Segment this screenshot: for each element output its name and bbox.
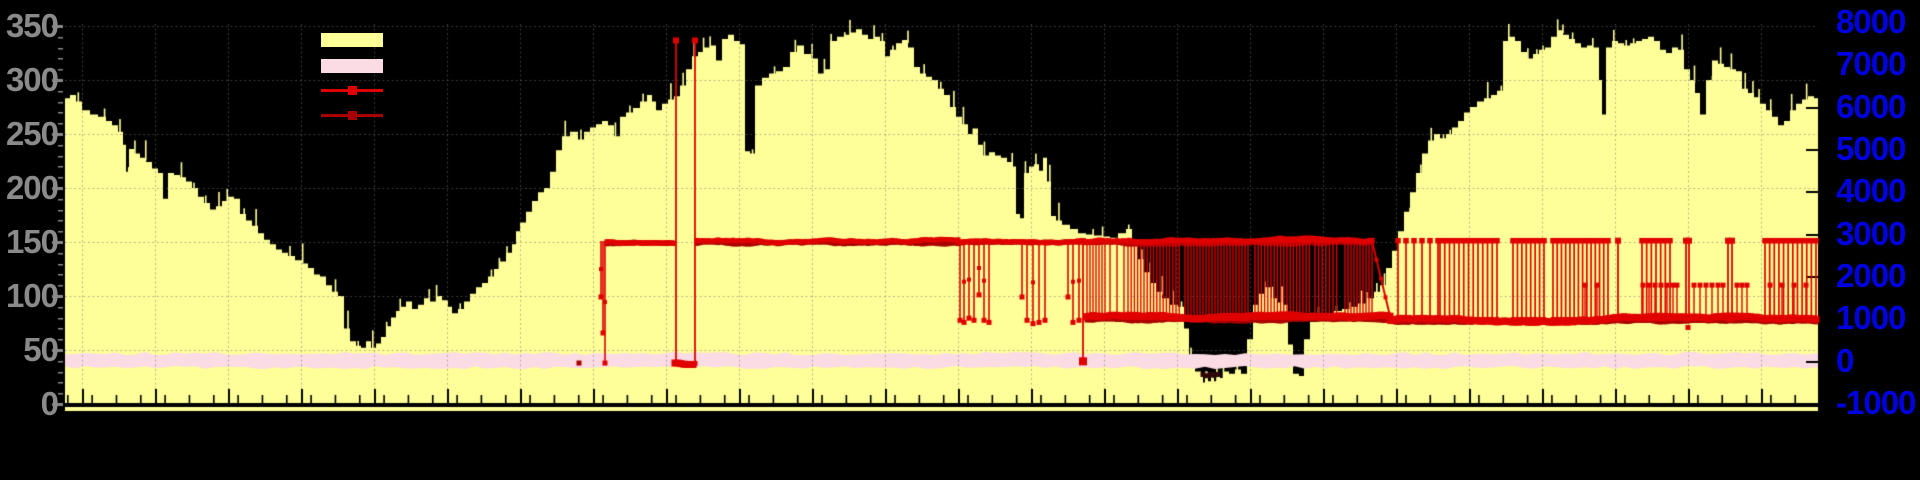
right-axis-label: 4000: [1836, 172, 1906, 209]
left-axis-label: 200: [5, 169, 59, 206]
right-axis-label: 6000: [1836, 88, 1906, 125]
right-axis-label: 2000: [1836, 257, 1906, 294]
left-axis-label: 300: [5, 61, 59, 98]
dark-red-series-legend-marker: [348, 111, 357, 120]
dark-red-series-legend-swatch: [321, 111, 383, 120]
right-axis-label: 1000: [1836, 299, 1906, 336]
right-axis-label: 5000: [1836, 130, 1906, 167]
left-axis-label: 0: [40, 385, 59, 422]
red-series-legend-marker: [348, 86, 357, 95]
right-axis-label: -1000: [1836, 384, 1916, 421]
right-axis-label: 7000: [1836, 45, 1906, 82]
right-axis-label: 0: [1836, 342, 1854, 379]
left-axis-label: 50: [23, 331, 59, 368]
pink-band-series-legend-swatch: [321, 59, 383, 73]
right-axis-label: 3000: [1836, 215, 1906, 252]
yellow-area-series-legend-swatch: [321, 33, 383, 47]
left-axis-label: 100: [5, 277, 59, 314]
right-axis-label: 8000: [1836, 3, 1906, 40]
left-axis-label: 350: [5, 7, 59, 44]
left-axis-label: 150: [5, 223, 59, 260]
left-axis-label: 250: [5, 115, 59, 152]
red-series-legend-swatch: [321, 86, 383, 95]
